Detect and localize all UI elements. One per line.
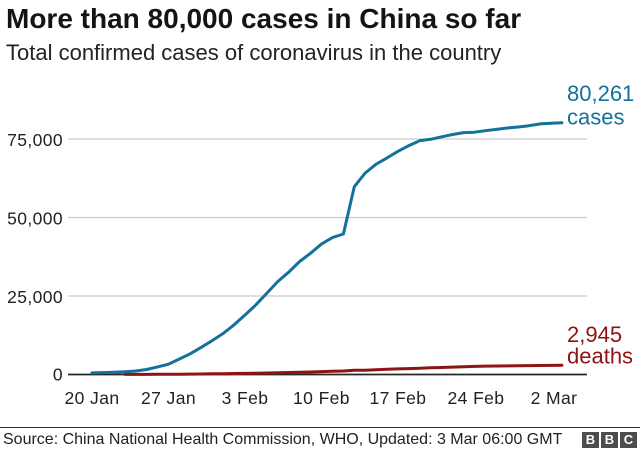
svg-text:2 Mar: 2 Mar bbox=[531, 388, 578, 408]
svg-text:0: 0 bbox=[53, 365, 63, 385]
svg-text:24 Feb: 24 Feb bbox=[448, 388, 505, 408]
svg-text:cases: cases bbox=[567, 105, 624, 130]
svg-text:25,000: 25,000 bbox=[7, 287, 63, 307]
svg-text:2,945: 2,945 bbox=[567, 322, 622, 347]
svg-text:10 Feb: 10 Feb bbox=[293, 388, 350, 408]
svg-text:20 Jan: 20 Jan bbox=[65, 388, 120, 408]
svg-text:deaths: deaths bbox=[567, 344, 633, 369]
svg-text:80,261: 80,261 bbox=[567, 81, 634, 106]
svg-text:27 Jan: 27 Jan bbox=[141, 388, 196, 408]
svg-text:75,000: 75,000 bbox=[7, 130, 63, 150]
svg-text:3 Feb: 3 Feb bbox=[222, 388, 269, 408]
svg-text:50,000: 50,000 bbox=[7, 209, 63, 229]
svg-text:17 Feb: 17 Feb bbox=[370, 388, 427, 408]
